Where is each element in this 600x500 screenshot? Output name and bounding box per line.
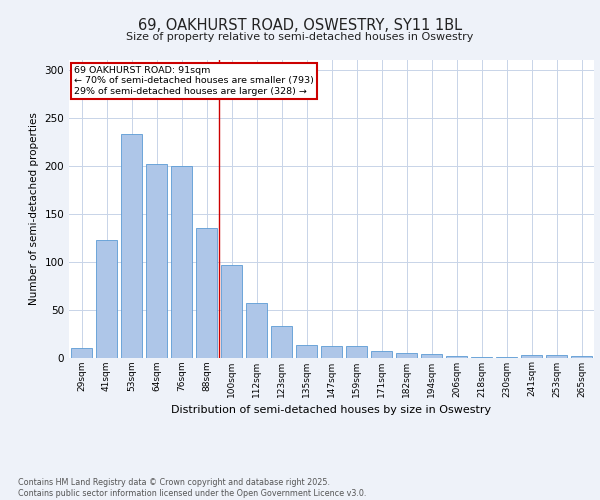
- Bar: [171, 166, 192, 358]
- Text: Size of property relative to semi-detached houses in Oswestry: Size of property relative to semi-detach…: [127, 32, 473, 42]
- Bar: [546, 354, 567, 358]
- Bar: [71, 348, 92, 358]
- Text: 69, OAKHURST ROAD, OSWESTRY, SY11 1BL: 69, OAKHURST ROAD, OSWESTRY, SY11 1BL: [138, 18, 462, 32]
- Bar: [96, 240, 117, 358]
- Bar: [496, 356, 517, 358]
- Bar: [371, 351, 392, 358]
- Text: Contains HM Land Registry data © Crown copyright and database right 2025.
Contai: Contains HM Land Registry data © Crown c…: [18, 478, 367, 498]
- Text: 69 OAKHURST ROAD: 91sqm
← 70% of semi-detached houses are smaller (793)
29% of s: 69 OAKHURST ROAD: 91sqm ← 70% of semi-de…: [74, 66, 314, 96]
- Bar: [121, 134, 142, 358]
- Bar: [321, 346, 342, 358]
- X-axis label: Distribution of semi-detached houses by size in Oswestry: Distribution of semi-detached houses by …: [172, 405, 491, 415]
- Bar: [396, 352, 417, 358]
- Y-axis label: Number of semi-detached properties: Number of semi-detached properties: [29, 112, 39, 305]
- Bar: [196, 228, 217, 358]
- Bar: [221, 266, 242, 358]
- Bar: [571, 356, 592, 358]
- Bar: [346, 346, 367, 358]
- Bar: [446, 356, 467, 358]
- Bar: [146, 164, 167, 358]
- Bar: [471, 356, 492, 358]
- Bar: [421, 354, 442, 358]
- Bar: [271, 326, 292, 358]
- Bar: [246, 303, 267, 358]
- Bar: [296, 345, 317, 358]
- Bar: [521, 354, 542, 358]
